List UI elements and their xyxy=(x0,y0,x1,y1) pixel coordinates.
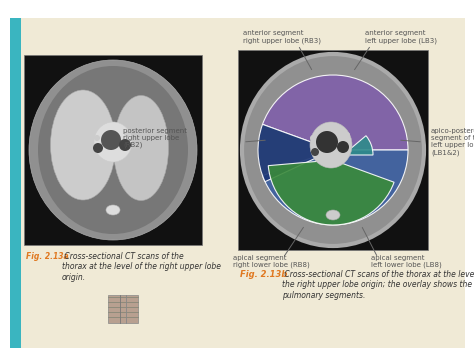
Wedge shape xyxy=(343,136,373,155)
Circle shape xyxy=(101,130,121,150)
Circle shape xyxy=(93,143,103,153)
Text: Fig. 2.13a: Fig. 2.13a xyxy=(26,252,69,261)
Wedge shape xyxy=(268,160,394,225)
Ellipse shape xyxy=(113,95,168,201)
Circle shape xyxy=(344,132,350,138)
Ellipse shape xyxy=(94,122,132,162)
Bar xyxy=(10,18,21,348)
Text: anterior segment
left upper lobe (LB3): anterior segment left upper lobe (LB3) xyxy=(365,30,437,44)
Bar xyxy=(108,295,138,323)
Ellipse shape xyxy=(326,210,340,220)
Bar xyxy=(238,50,428,250)
Circle shape xyxy=(94,135,100,141)
Ellipse shape xyxy=(310,122,352,168)
Text: Cross-sectional CT scans of the thorax at the level of
the right upper lobe orig: Cross-sectional CT scans of the thorax a… xyxy=(282,270,474,300)
Circle shape xyxy=(310,135,316,141)
Circle shape xyxy=(124,131,130,137)
Ellipse shape xyxy=(38,66,188,234)
Ellipse shape xyxy=(51,90,116,200)
Text: apical segment
right lower lobe (RB8): apical segment right lower lobe (RB8) xyxy=(233,255,310,268)
Text: posterior segment
right upper lobe
(RB2): posterior segment right upper lobe (RB2) xyxy=(123,128,187,148)
Wedge shape xyxy=(263,150,408,225)
Ellipse shape xyxy=(243,55,423,245)
Circle shape xyxy=(311,148,319,156)
Text: Fig. 2.13b: Fig. 2.13b xyxy=(240,270,287,279)
Ellipse shape xyxy=(106,205,120,215)
Circle shape xyxy=(119,139,131,151)
Wedge shape xyxy=(258,124,333,182)
Wedge shape xyxy=(263,75,408,150)
Text: anterior segment
right upper lobe (RB3): anterior segment right upper lobe (RB3) xyxy=(243,30,321,44)
Text: Cross-sectional CT scans of the
thorax at the level of the right upper lobe
orig: Cross-sectional CT scans of the thorax a… xyxy=(62,252,221,282)
Circle shape xyxy=(337,141,349,153)
Bar xyxy=(24,55,202,245)
Text: apico-postero
segment of th
left upper lob
(LB1&2): apico-postero segment of th left upper l… xyxy=(431,128,474,155)
Circle shape xyxy=(316,131,338,153)
Text: apical segment
left lower lobe (LB8): apical segment left lower lobe (LB8) xyxy=(371,255,442,268)
Ellipse shape xyxy=(29,60,197,240)
